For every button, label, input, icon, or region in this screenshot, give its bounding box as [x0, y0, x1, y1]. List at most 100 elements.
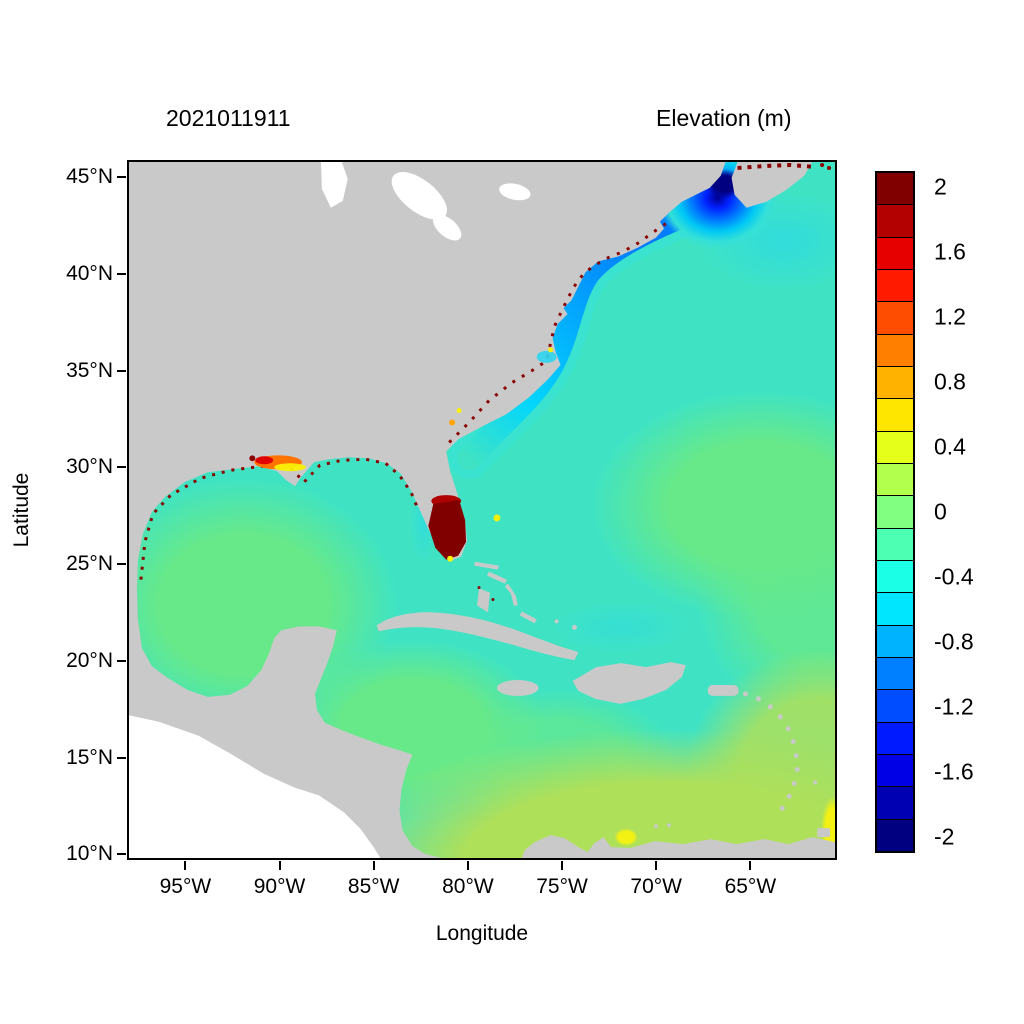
x-tick-mark-1: [278, 861, 281, 870]
y-tick-mark-7: [117, 853, 126, 856]
florida-tip-yellow-cell: [447, 555, 454, 562]
plot-area: [127, 160, 837, 860]
colorbar-block-15: [877, 656, 913, 690]
bahamas-red-cell-2: [491, 597, 495, 601]
bahamas-andros: [477, 588, 490, 613]
corner-wet-cell-2: [827, 165, 832, 170]
colorbar-block-2: [877, 236, 913, 269]
georgia-yellow-cell: [456, 408, 462, 414]
bahamas-red-cell: [477, 586, 481, 590]
x-tick-mark-2: [372, 861, 375, 870]
timestamp-title: 2021011911: [166, 105, 291, 131]
lake-ontario: [499, 183, 531, 201]
pamlico-sound-cell: [536, 350, 557, 363]
y-tick-label-0: 45°N: [66, 165, 113, 189]
y-tick-label-3: 30°N: [66, 455, 113, 479]
colorbar-block-11: [877, 527, 913, 560]
bahamas-abaco: [486, 571, 507, 584]
colorbar-block-0: [877, 173, 913, 205]
east-coast-wet-cells: [448, 220, 670, 444]
x-tick-mark-6: [749, 861, 752, 870]
colorbar-block-14: [877, 624, 913, 657]
south-america-land: [521, 835, 835, 858]
y-axis-label: Latitude: [10, 472, 33, 548]
x-axis-label: Longitude: [435, 922, 529, 945]
y-tick-mark-6: [117, 756, 126, 759]
colorbar-block-19: [877, 786, 913, 819]
colorbar-block-10: [877, 495, 913, 528]
nova-scotia-wet-cells: [737, 162, 816, 170]
colorbar-block-12: [877, 559, 913, 593]
bahama-bank-yellow-cell: [493, 514, 501, 522]
x-tick-label-3: 80°W: [442, 875, 494, 898]
bahamas-islet: [554, 619, 559, 624]
x-tick-label-0: 95°W: [159, 875, 212, 898]
bahamas-long-island: [519, 611, 537, 624]
colorbar-block-17: [877, 721, 913, 754]
colorbar-block-7: [877, 398, 913, 431]
colorbar-label-9: -1.6: [934, 758, 974, 785]
x-tick-mark-3: [466, 861, 469, 870]
colorbar-label-6: -0.4: [934, 563, 974, 590]
louisiana-surge-red: [255, 456, 274, 465]
coastal-extreme-cells-layer: [139, 162, 832, 601]
colorbar-block-8: [877, 430, 913, 463]
y-tick-label-2: 35°N: [66, 358, 113, 382]
x-tick-label-6: 65°W: [724, 875, 777, 898]
y-tick-mark-4: [117, 563, 126, 566]
x-tick-label-1: 90°W: [253, 875, 306, 898]
bahamas-grand-bahama: [474, 561, 499, 570]
trinidad-land: [817, 828, 831, 838]
colorbar-label-7: -0.8: [934, 628, 974, 655]
georgia-orange-cell: [449, 419, 456, 426]
lake-michigan: [320, 162, 348, 208]
y-tick-label-4: 25°N: [66, 552, 113, 576]
colorbar-block-9: [877, 462, 913, 496]
colorbar-label-8: -1.2: [934, 693, 974, 720]
bahamas-eleuthera: [504, 583, 518, 606]
y-tick-label-7: 10°N: [66, 842, 113, 866]
colorbar-block-18: [877, 753, 913, 787]
jamaica-land: [496, 680, 539, 696]
puerto-rico-land: [707, 684, 739, 696]
colorbar-label-0: 2: [934, 173, 947, 200]
map-svg: [129, 162, 835, 858]
colorbar-block-4: [877, 301, 913, 334]
colorbar-label-5: 0: [934, 498, 947, 525]
colorbar-block-13: [877, 592, 913, 625]
nova-scotia-land: [731, 162, 813, 208]
colorbar-label-10: -2: [934, 823, 955, 850]
colorbar-label-3: 0.8: [934, 368, 966, 395]
lesser-antilles-islands: [654, 691, 818, 829]
lake-erie: [433, 214, 462, 241]
louisiana-darkred-cell: [249, 455, 256, 462]
colorbar-label-1: 1.6: [934, 238, 966, 265]
x-tick-mark-4: [561, 861, 564, 870]
colorbar-block-6: [877, 365, 913, 399]
louisiana-surge-yellow: [274, 463, 306, 472]
y-tick-label-6: 15°N: [66, 745, 113, 769]
y-tick-mark-2: [117, 369, 126, 372]
turks-island: [571, 624, 577, 630]
colorbar-block-16: [877, 689, 913, 722]
pamlico-yellow-cell: [548, 347, 554, 353]
cuba-land: [376, 612, 579, 661]
pacific-no-data: [129, 715, 381, 858]
land-layer: [129, 162, 835, 858]
colorbar-block-1: [877, 204, 913, 237]
colorbar-label-4: 0.4: [934, 433, 966, 460]
x-tick-mark-5: [655, 861, 658, 870]
y-tick-label-5: 20°N: [66, 648, 113, 672]
y-tick-mark-0: [117, 176, 126, 179]
lake-huron: [391, 172, 448, 220]
y-tick-label-1: 40°N: [66, 262, 113, 286]
hispaniola-land: [572, 662, 686, 704]
x-tick-mark-0: [184, 861, 187, 870]
south-florida-flood-blob: [428, 500, 467, 560]
x-tick-label-5: 70°W: [630, 875, 682, 898]
y-tick-mark-5: [117, 659, 126, 662]
y-tick-mark-1: [117, 273, 126, 276]
colorbar-block-3: [877, 268, 913, 302]
colorbar-block-20: [877, 818, 913, 851]
